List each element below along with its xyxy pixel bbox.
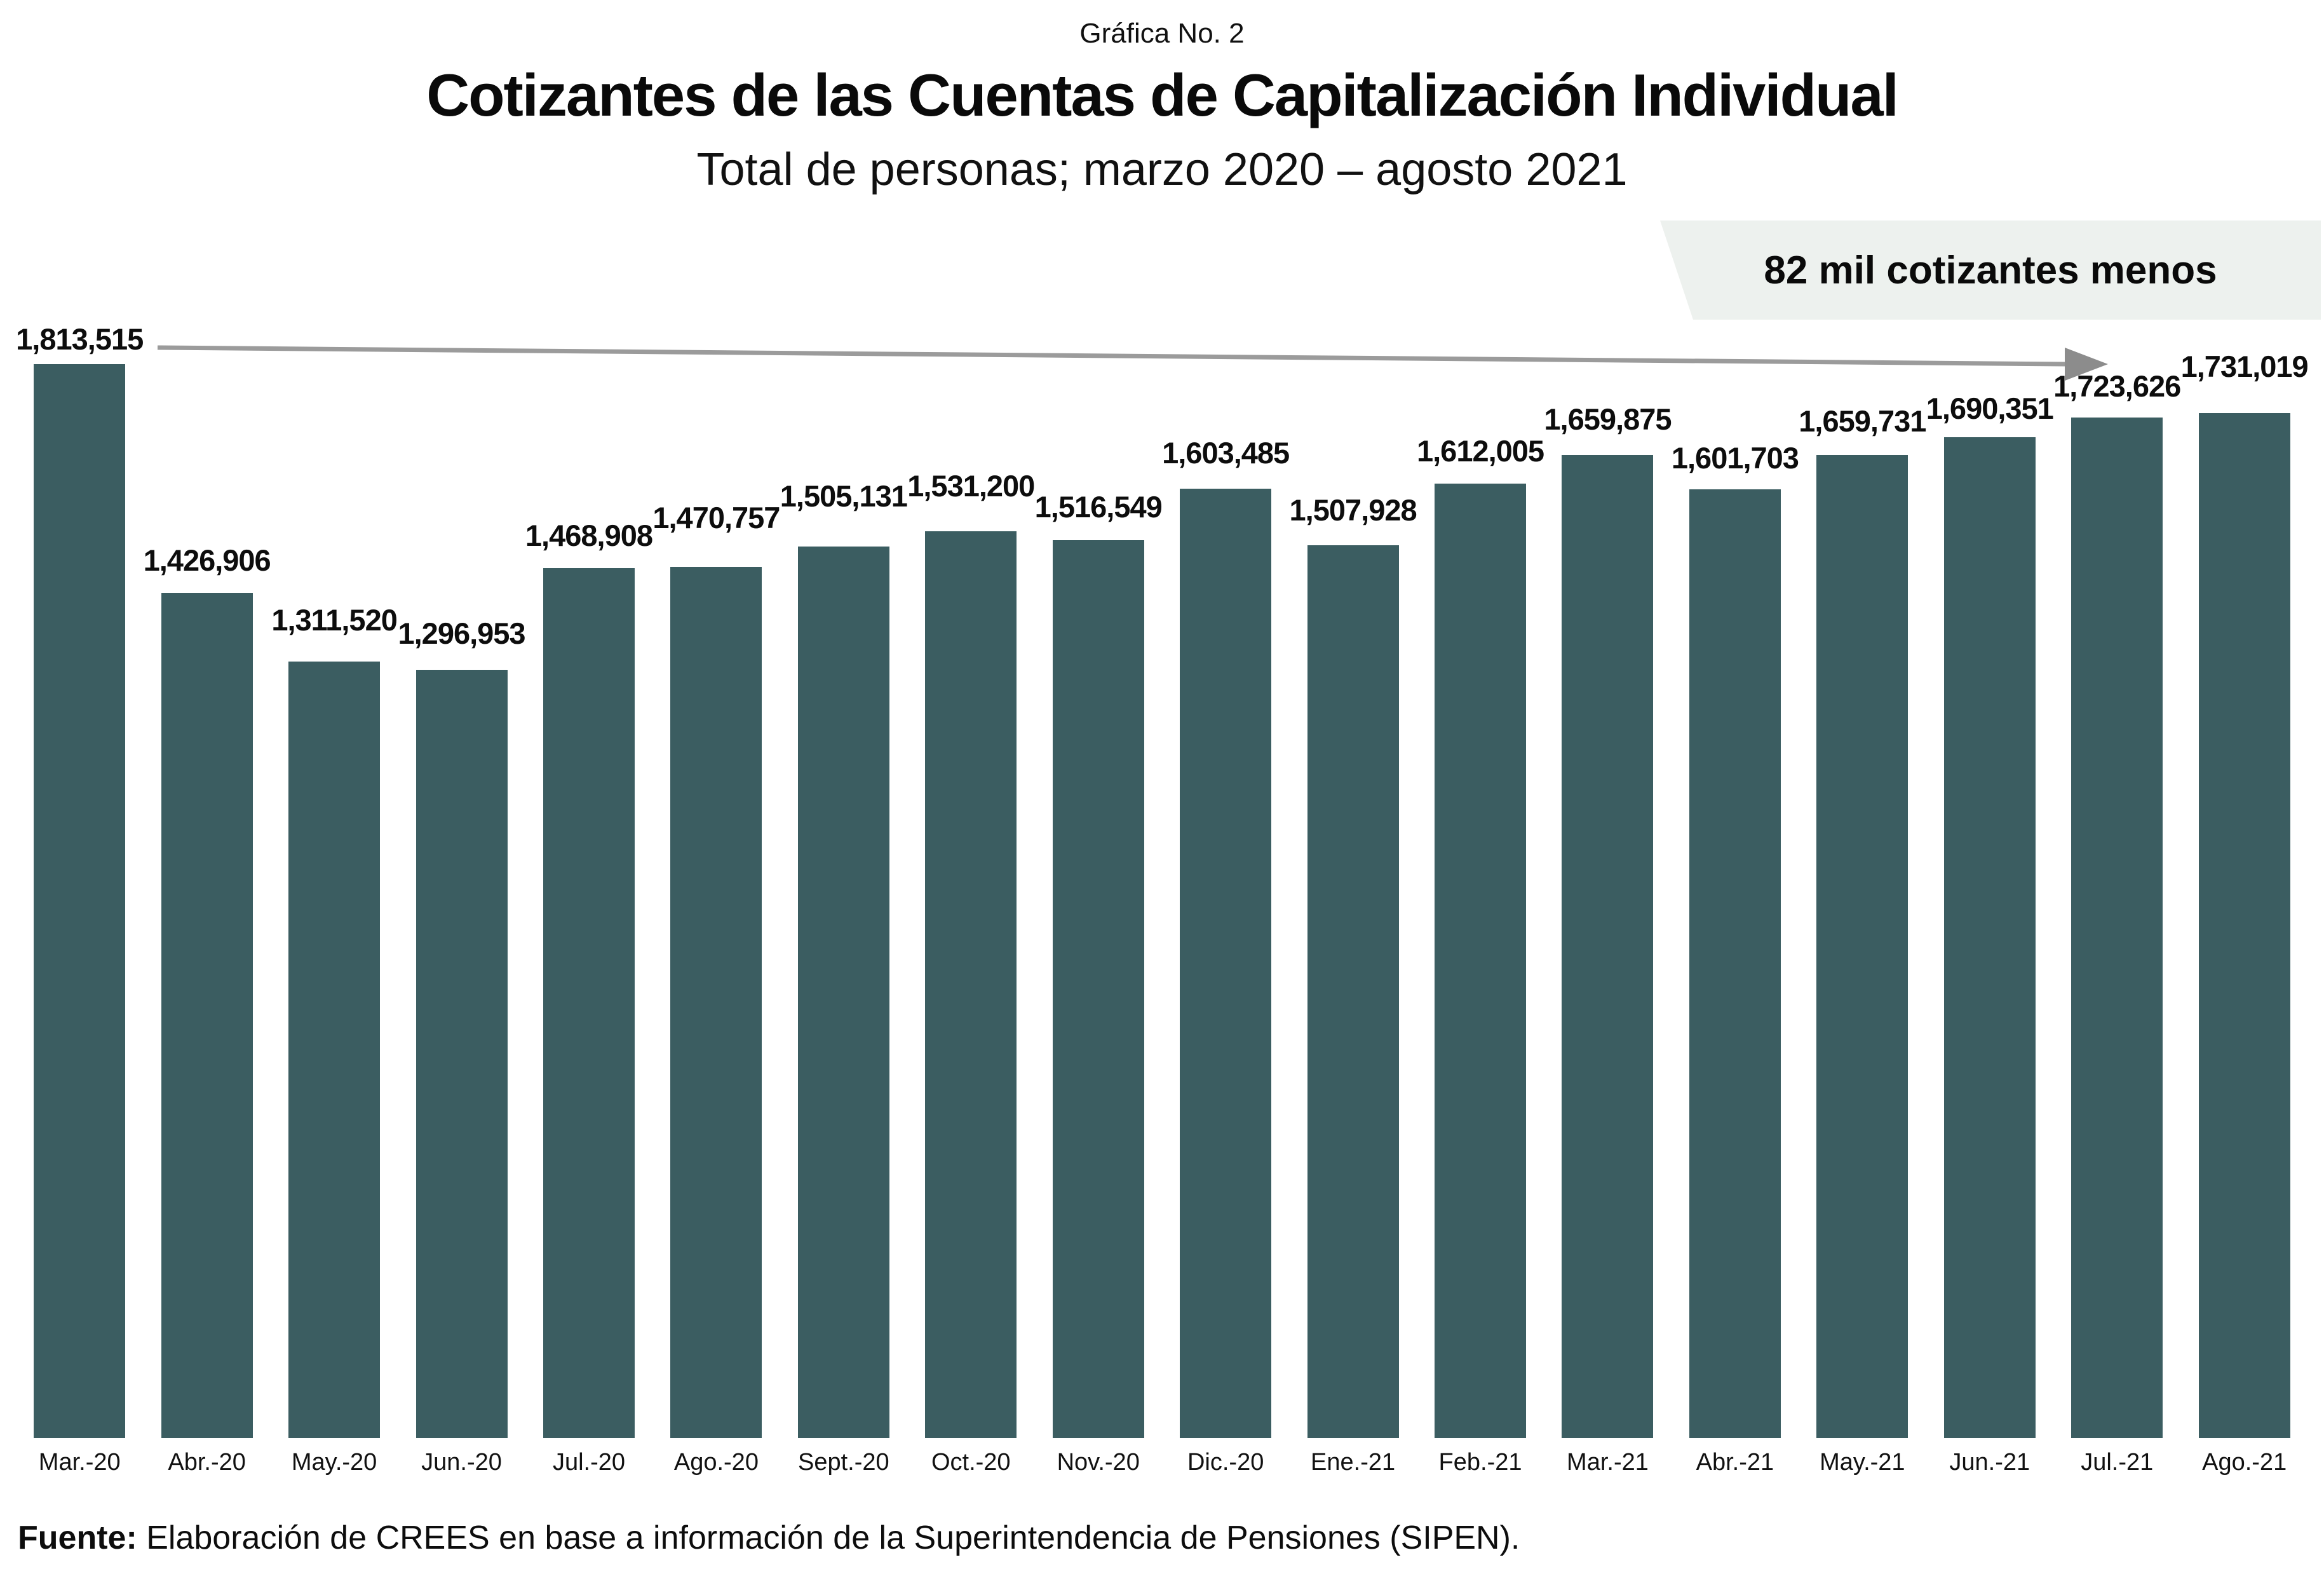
x-axis: Mar.-20 Abr.-20 May.-20 Jun.-20 Jul.-20 Ago.-… [16,1449,2308,1476]
bar-slot: 1,813,515 [16,322,144,1438]
bar-value-label: 1,659,731 [1799,404,1926,438]
arrow-line [157,345,2067,367]
bar-slot: 1,426,906 [143,364,271,1438]
source-text: Elaboración de CREES en base a informaci… [137,1519,1520,1556]
x-axis-label: Mar.-20 [38,1449,121,1476]
bar-value-label: 1,296,953 [398,616,525,650]
bar-value-label: 1,601,703 [1671,441,1799,475]
bar-slot: 1,601,703 [1672,364,1799,1438]
x-axis-label: Oct.-20 [931,1449,1011,1476]
x-axis-label: Abr.-20 [168,1449,246,1476]
bar-slot: 1,296,953 [398,364,526,1438]
bar [288,662,381,1438]
bar-slot: 1,516,549 [1034,364,1163,1438]
bar-slot: 1,723,626 [2053,364,2181,1438]
bar-slot: 1,603,485 [1162,364,1290,1438]
x-axis-label: Mar.-21 [1567,1449,1649,1476]
bar-value-label: 1,311,520 [271,603,397,637]
bar [925,531,1017,1438]
x-axis-label: May.-21 [1820,1449,1905,1476]
chart-subtitle: Total de personas; marzo 2020 – agosto 2… [696,144,1628,195]
bar [1562,455,1654,1438]
bar [1816,455,1909,1438]
bar-slot: 1,311,520 [271,364,398,1438]
x-axis-label: Dic.-20 [1187,1449,1264,1476]
bar-value-label: 1,426,906 [143,543,271,577]
x-axis-label: Jun.-21 [1949,1449,2030,1476]
bar-slot: 1,507,928 [1289,364,1417,1438]
bar-plot: 1,813,515 1,426,906 1,311,520 1,296,953 1,46… [16,322,2309,1438]
bar [2071,418,2163,1438]
bar-value-label: 1,723,626 [2053,369,2181,403]
bar-value-label: 1,612,005 [1416,434,1544,468]
bar-value-label: 1,505,131 [780,479,908,513]
bar-slot: 1,659,731 [1799,364,1926,1438]
bar [797,547,889,1438]
bar [670,567,762,1438]
bar-value-label: 1,470,757 [652,501,780,534]
annotation-box: 82 mil cotizantes menos [1660,221,2321,320]
page-title: Cotizantes de las Cuentas de Capitalizac… [426,62,1899,128]
x-axis-label: Jul.-21 [2081,1449,2154,1476]
bar-value-label: 1,731,019 [2180,350,2309,383]
x-axis-label: Jun.-20 [421,1449,502,1476]
x-axis-label: Sept.-20 [798,1449,889,1476]
source-note: Fuente: Elaboración de CREES en base a i… [18,1519,1520,1557]
bar-slot: 1,505,131 [780,364,908,1438]
bar [415,670,508,1438]
bar [1307,545,1399,1438]
bar-value-label: 1,468,908 [525,519,653,552]
source-label: Fuente: [18,1519,137,1556]
bar-value-label: 1,690,351 [1926,391,2054,425]
x-axis-label: Ago.-21 [2202,1449,2287,1476]
x-axis-label: May.-20 [291,1449,377,1476]
x-axis-label: Nov.-20 [1057,1449,1140,1476]
bar [34,364,126,1438]
bar-value-label: 1,516,549 [1034,490,1163,524]
bar [1180,489,1272,1438]
bar-value-label: 1,507,928 [1289,493,1417,527]
bar-slot: 1,690,351 [1926,364,2054,1438]
annotation-text: 82 mil cotizantes menos [1764,248,2217,292]
bar-value-label: 1,659,875 [1544,402,1672,436]
x-axis-label: Ago.-20 [673,1449,759,1476]
chart-number-caption: Gráfica No. 2 [1079,18,1245,49]
bar-value-label: 1,603,485 [1162,436,1290,470]
bar-slot: 1,531,200 [907,364,1035,1438]
bar-slot: 1,470,757 [652,364,780,1438]
bar-slot: 1,659,875 [1544,364,1672,1438]
bar [543,568,635,1438]
bar-slot: 1,731,019 [2180,350,2309,1438]
bar [1689,489,1781,1438]
bar [1943,437,2036,1438]
x-axis-label: Abr.-21 [1696,1449,1774,1476]
bar [1052,540,1144,1438]
bar-slot: 1,612,005 [1417,364,1544,1438]
bar [1435,484,1527,1438]
x-axis-label: Feb.-21 [1438,1449,1522,1476]
bar-value-label: 1,813,515 [16,322,144,356]
bar [161,593,253,1438]
bar [2198,413,2290,1438]
bar-value-label: 1,531,200 [907,469,1035,503]
x-axis-label: Jul.-20 [552,1449,625,1476]
x-axis-label: Ene.-21 [1311,1449,1396,1476]
bar-slot: 1,468,908 [525,364,653,1438]
